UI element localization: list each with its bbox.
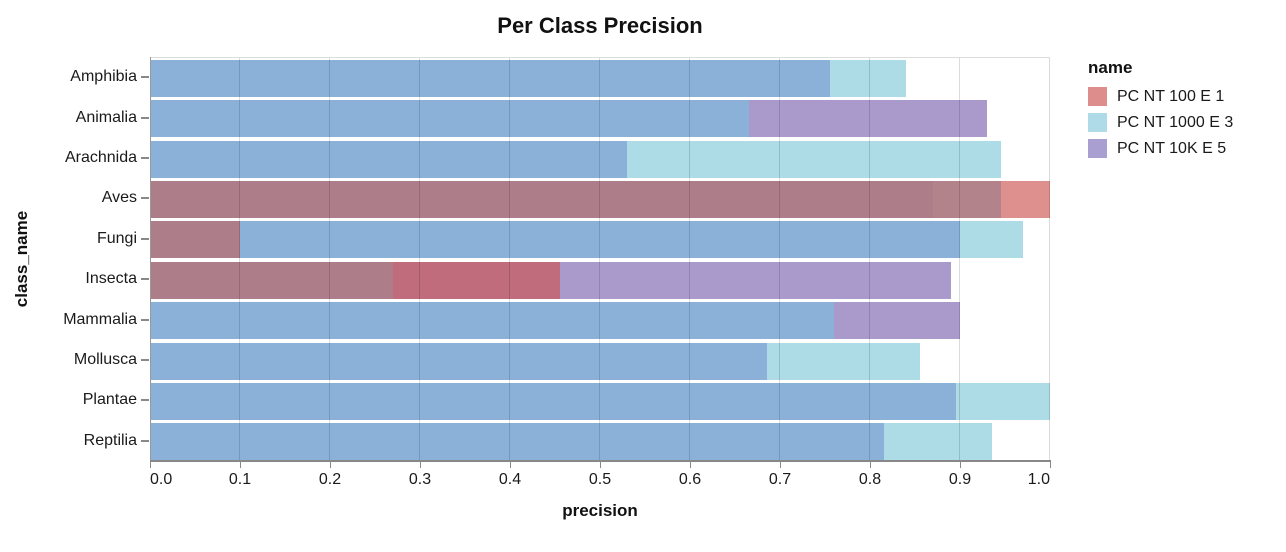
- legend-entry: PC NT 10K E 5: [1088, 139, 1233, 158]
- y-tick-label-reptilia: Reptilia: [83, 431, 137, 449]
- gridline: [239, 58, 240, 462]
- bar-segment-plantae-bp: [150, 382, 956, 420]
- y-tick: [141, 399, 149, 402]
- bar-segment-arachnida-b: [627, 140, 1001, 178]
- y-tick-label-mammalia: Mammalia: [63, 310, 137, 328]
- bar-segment-plantae-b: [955, 382, 1050, 420]
- legend-entry: PC NT 1000 E 3: [1088, 113, 1233, 132]
- bar-segment-insecta-rp: [393, 261, 560, 299]
- x-tick-label: 0.2: [318, 471, 342, 488]
- y-tick-label-mollusca: Mollusca: [73, 351, 137, 368]
- bar-segment-aves-r: [1000, 180, 1050, 218]
- gridline: [959, 58, 960, 462]
- x-tick-label: 1.0: [1027, 471, 1050, 488]
- legend-label: PC NT 100 E 1: [1117, 87, 1225, 105]
- gridline: [599, 58, 600, 462]
- x-tick-label: 0.9: [948, 471, 972, 488]
- y-tick-label-insecta: Insecta: [85, 270, 137, 288]
- bar-segment-mammalia-p: [834, 302, 960, 340]
- bar-segment-reptilia-bp: [150, 423, 884, 461]
- x-tick: [869, 462, 871, 468]
- x-tick: [149, 462, 151, 468]
- bar-segment-mammalia-bp: [150, 302, 834, 340]
- x-tick: [689, 462, 691, 468]
- y-tick-label-arachnida: Arachnida: [64, 149, 137, 166]
- x-tick-label: 0.3: [408, 471, 432, 488]
- bar-segment-animalia-p: [748, 100, 987, 138]
- x-tick-label: 0.4: [498, 471, 522, 488]
- bar-segment-fungi-b: [960, 221, 1023, 259]
- bar-segment-mollusca-bp: [150, 342, 767, 380]
- y-tick: [141, 237, 149, 240]
- bar-segment-fungi-bp: [240, 221, 960, 259]
- x-tick: [779, 462, 781, 468]
- bar-segment-mollusca-b: [766, 342, 920, 380]
- x-tick: [1049, 462, 1051, 468]
- x-axis-line: [150, 460, 1051, 462]
- x-tick: [509, 462, 511, 468]
- bar-segment-aves-rbp: [150, 180, 933, 218]
- x-tick: [329, 462, 331, 468]
- legend-swatch-red: [1088, 87, 1107, 106]
- y-tick-label-fungi: Fungi: [96, 229, 137, 247]
- y-tick-label-plantae: Plantae: [82, 391, 137, 409]
- x-tick-label: 0.1: [228, 471, 252, 488]
- y-axis-title: class_name: [12, 210, 31, 308]
- legend-entry: PC NT 100 E 1: [1088, 87, 1233, 106]
- gridline: [779, 58, 780, 462]
- bar-segment-animalia-bp: [150, 100, 749, 138]
- bar-segment-arachnida-bp: [150, 140, 627, 178]
- gridline: [869, 58, 870, 462]
- y-tick-label-aves: Aves: [101, 189, 137, 207]
- legend-label: PC NT 10K E 5: [1117, 139, 1227, 157]
- bar-segment-aves-rb: [933, 180, 1001, 218]
- y-tick: [141, 359, 149, 361]
- bar-segment-reptilia-b: [883, 423, 992, 461]
- x-tick: [959, 462, 961, 468]
- legend-swatch-lightblue: [1088, 113, 1107, 132]
- gridline: [509, 58, 510, 462]
- y-tick: [141, 157, 149, 159]
- y-axis-line: [150, 57, 151, 461]
- gridline: [419, 58, 420, 462]
- x-tick-label: 0.5: [588, 471, 612, 488]
- bar-segment-amphibia-bp: [150, 59, 830, 97]
- y-tick: [141, 116, 149, 119]
- legend-label: PC NT 1000 E 3: [1117, 113, 1234, 131]
- y-tick: [141, 278, 149, 281]
- y-tick-label-amphibia: Amphibia: [70, 68, 137, 86]
- bar-segment-fungi-rbp: [150, 221, 240, 259]
- x-tick-label: 0.7: [768, 471, 792, 488]
- gridline: [329, 58, 330, 462]
- x-tick: [599, 462, 601, 468]
- y-tick-label-animalia: Animalia: [75, 108, 137, 126]
- plot-area: [150, 57, 1050, 462]
- legend-swatch-purple: [1088, 139, 1107, 158]
- bar-segment-insecta-p: [559, 261, 951, 299]
- chart-title: Per Class Precision: [497, 13, 703, 38]
- x-tick-label: 0.8: [858, 471, 882, 488]
- gridline: [689, 58, 690, 462]
- bar-segment-amphibia-b: [829, 59, 906, 97]
- gridline: [1049, 58, 1050, 462]
- x-tick-label: 0.0: [150, 471, 173, 488]
- y-tick: [141, 197, 149, 200]
- y-tick: [141, 439, 149, 442]
- legend: name PC NT 100 E 1 PC NT 1000 E 3 PC NT …: [1088, 58, 1233, 165]
- y-tick: [141, 318, 149, 321]
- x-tick: [419, 462, 421, 468]
- y-tick: [141, 76, 149, 79]
- x-tick: [239, 462, 241, 468]
- bar-segment-insecta-rbp: [150, 261, 393, 299]
- legend-title: name: [1088, 58, 1133, 77]
- x-tick-label: 0.6: [678, 471, 702, 488]
- x-axis-title: precision: [562, 501, 638, 520]
